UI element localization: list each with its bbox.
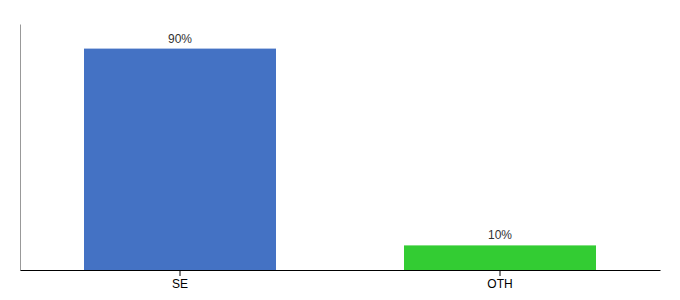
plot-area: SE OTH 90% 10% [21,25,661,291]
x-tick-mark [500,270,501,276]
y-axis [20,25,21,271]
x-tick-mark [180,270,181,276]
x-tick: SE [172,270,188,291]
x-axis-line [21,270,661,271]
x-tick-label: OTH [487,277,512,291]
x-axis: SE OTH [21,270,661,291]
x-tick: OTH [487,270,512,291]
bar [404,245,596,270]
y-axis-line [20,25,21,271]
bar [84,49,276,270]
data-label: 90% [168,32,192,46]
x-tick-label: SE [172,277,188,291]
data-label: 10% [488,228,512,242]
data-labels: 90% 10% [168,32,512,243]
bars [84,49,596,270]
chart: SE OTH 90% 10% [0,0,680,300]
